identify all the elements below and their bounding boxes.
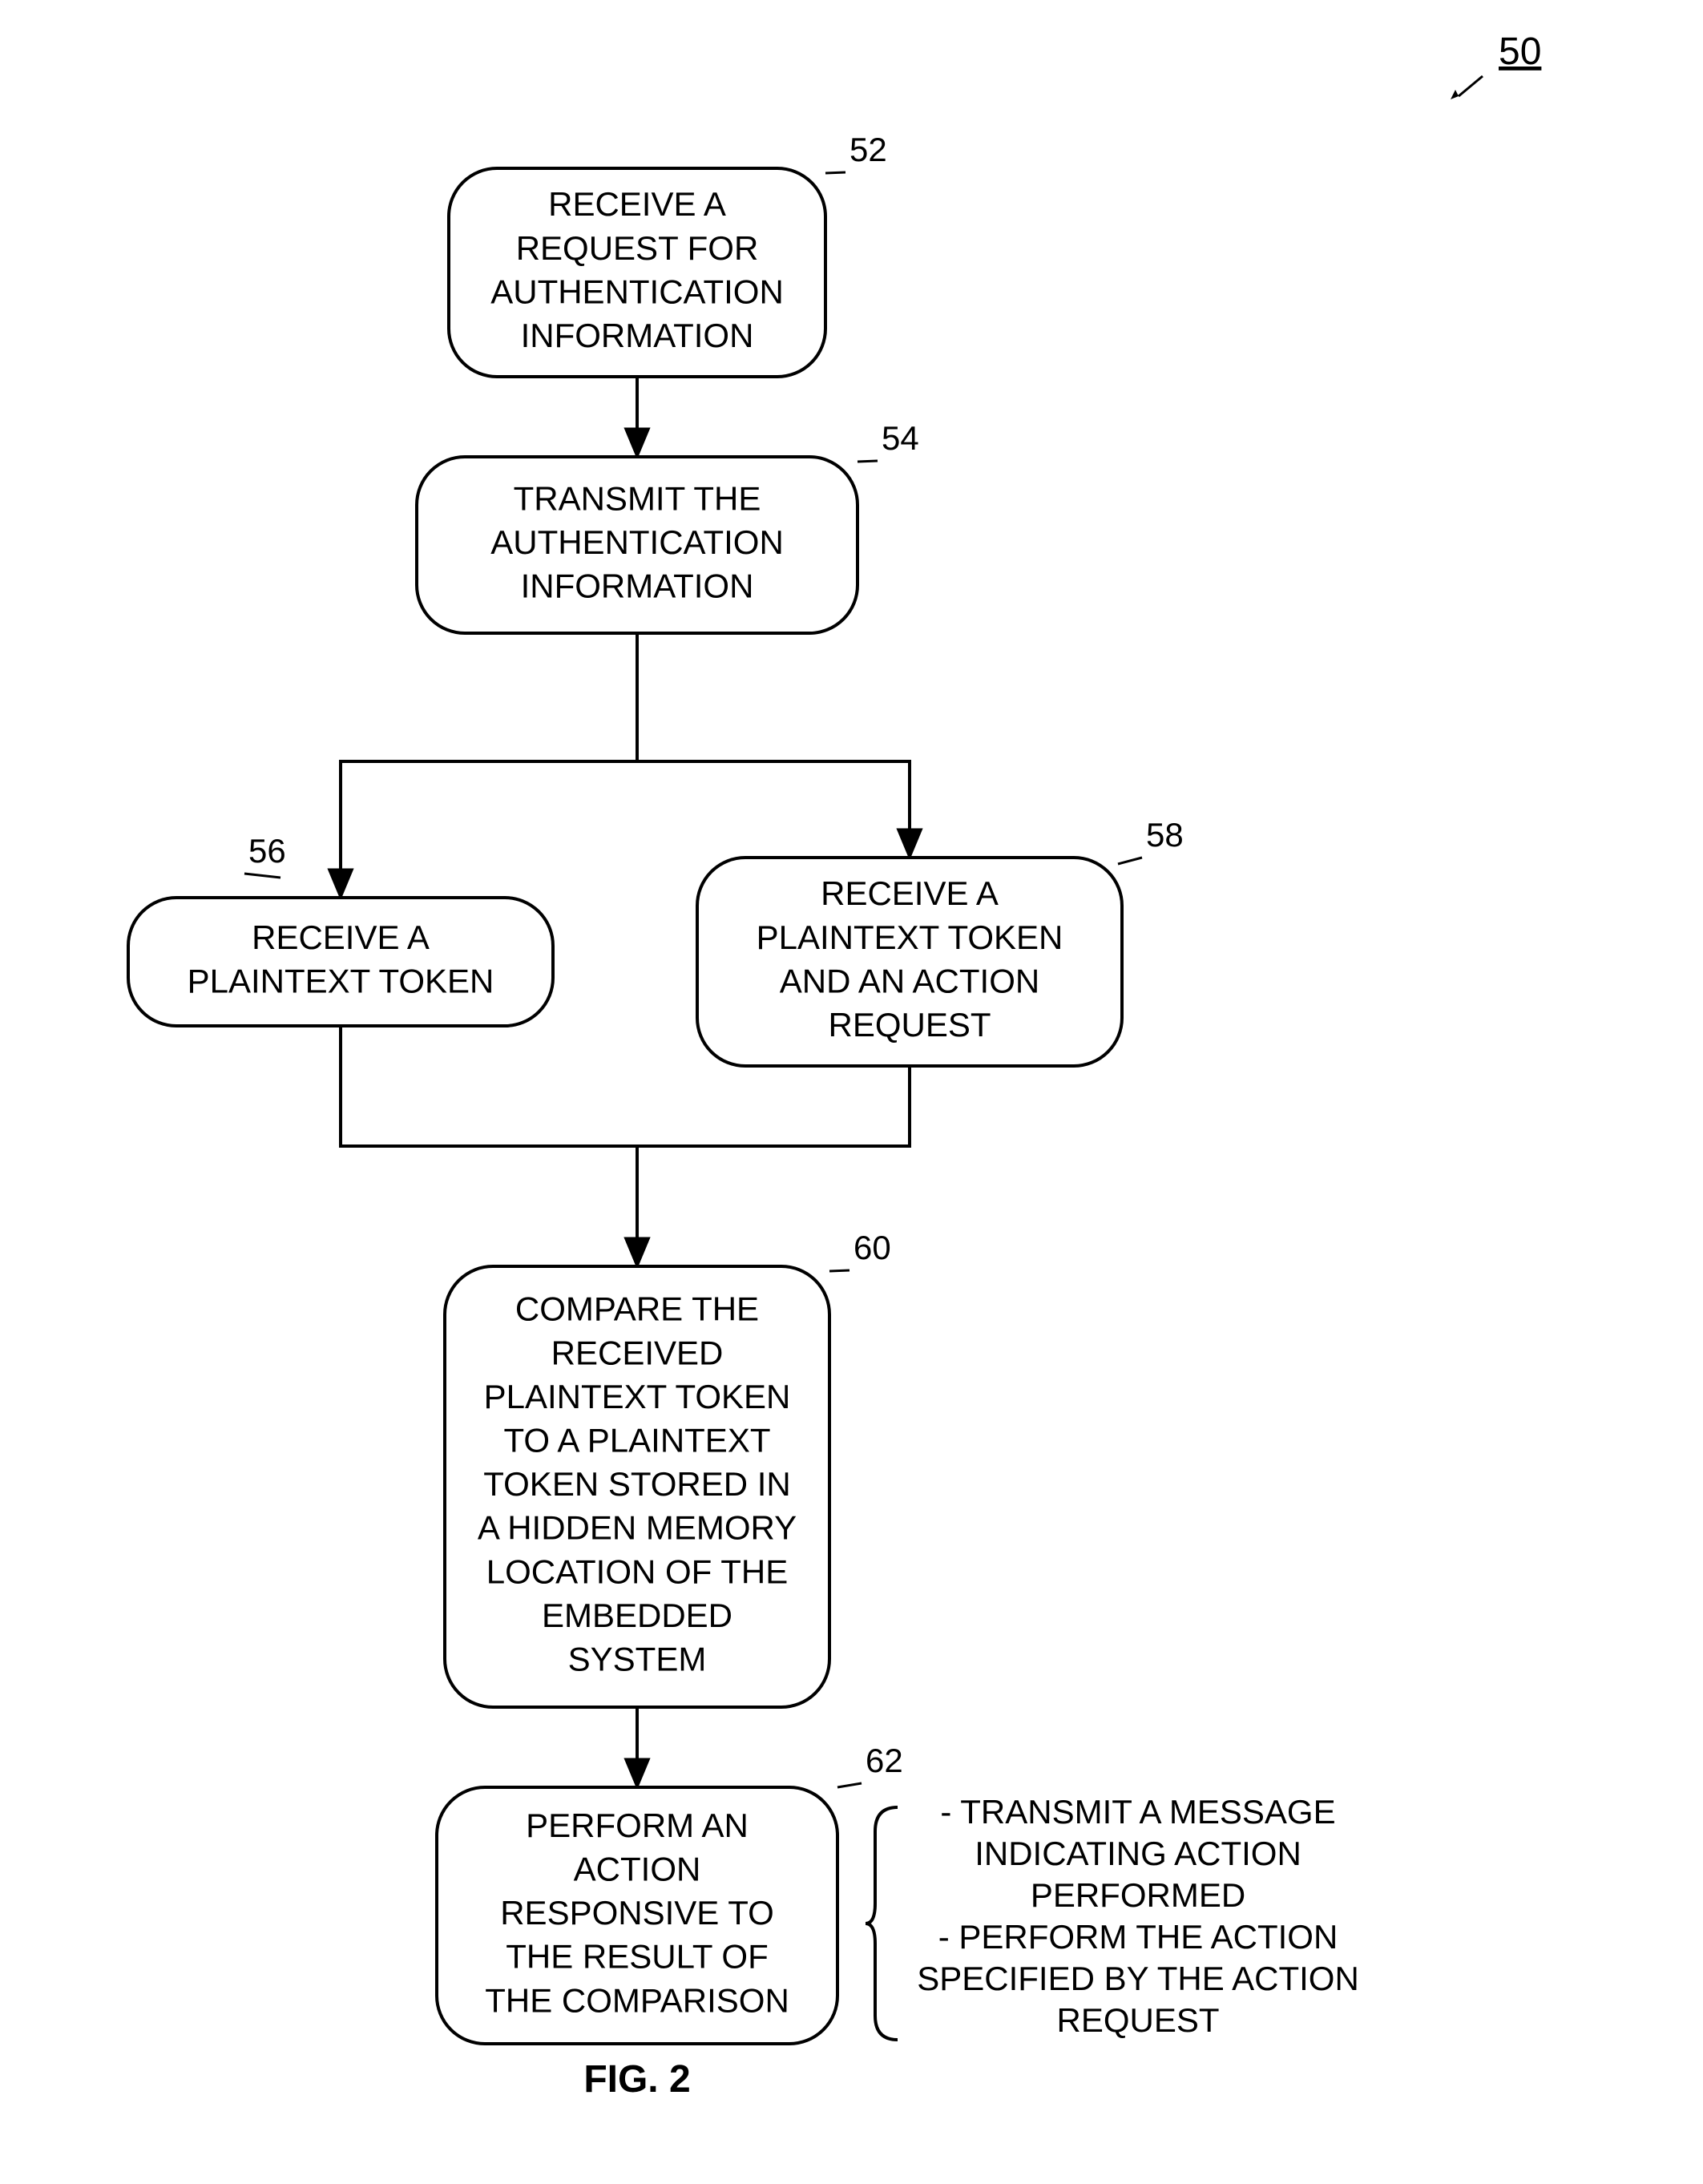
edge-n54-n56 [341, 633, 637, 898]
label-n62: 62 [866, 1742, 903, 1779]
node-n60-line0: COMPARE THE [515, 1290, 759, 1328]
side-note-brace [866, 1807, 898, 2040]
ref-tick-head [1451, 90, 1459, 99]
label-tick-n56 [244, 874, 280, 878]
node-n58-line2: AND AN ACTION [780, 962, 1039, 999]
node-n58-line3: REQUEST [828, 1006, 991, 1044]
figure-ref: 50 [1499, 30, 1541, 73]
label-tick-n54 [858, 461, 878, 462]
side-note-line0: - TRANSMIT A MESSAGE [940, 1793, 1335, 1831]
edge-n54-n58 [637, 633, 910, 858]
node-n60-line6: LOCATION OF THE [486, 1552, 788, 1590]
label-n56: 56 [248, 832, 286, 870]
label-tick-n62 [837, 1783, 862, 1787]
node-n54-line2: INFORMATION [521, 567, 754, 605]
edge-n56-n60 [341, 1026, 637, 1266]
ref-tick [1459, 76, 1483, 96]
label-tick-n60 [829, 1270, 849, 1271]
label-n52: 52 [849, 131, 887, 168]
node-n54-line1: AUTHENTICATION [490, 523, 784, 561]
side-note-line2: PERFORMED [1031, 1876, 1245, 1914]
node-n60-line7: EMBEDDED [542, 1597, 732, 1634]
node-n56-line1: PLAINTEXT TOKEN [188, 962, 494, 999]
label-n58: 58 [1146, 816, 1184, 854]
side-note-line1: INDICATING ACTION [975, 1835, 1301, 1872]
node-n58-line1: PLAINTEXT TOKEN [757, 918, 1063, 956]
node-n58-line0: RECEIVE A [821, 874, 999, 912]
node-n52-line2: AUTHENTICATION [490, 272, 784, 310]
side-note-line3: - PERFORM THE ACTION [938, 1918, 1338, 1956]
node-n60-line3: TO A PLAINTEXT [503, 1421, 770, 1459]
node-n62-line3: THE RESULT OF [506, 1938, 769, 1976]
node-n62-line1: ACTION [574, 1850, 701, 1887]
node-n60-line1: RECEIVED [551, 1334, 724, 1371]
node-n60-line5: A HIDDEN MEMORY [478, 1509, 797, 1547]
label-tick-n52 [825, 172, 845, 173]
node-n60-line2: PLAINTEXT TOKEN [484, 1378, 791, 1415]
node-n60-line8: SYSTEM [568, 1640, 707, 1677]
node-n62-line2: RESPONSIVE TO [500, 1894, 774, 1932]
figure-label: FIG. 2 [583, 2058, 690, 2101]
node-n62-line0: PERFORM AN [526, 1807, 749, 1844]
side-note-line5: REQUEST [1056, 2001, 1219, 2039]
node-n56-line0: RECEIVE A [252, 918, 430, 956]
node-n62-line4: THE COMPARISON [485, 1981, 789, 2019]
label-n54: 54 [882, 419, 919, 457]
node-n60-line4: TOKEN STORED IN [483, 1465, 791, 1503]
label-tick-n58 [1118, 858, 1142, 864]
node-n52-line3: INFORMATION [521, 317, 754, 354]
side-note-line4: SPECIFIED BY THE ACTION [917, 1960, 1359, 1997]
node-n52-line0: RECEIVE A [548, 185, 726, 223]
node-n54-line0: TRANSMIT THE [514, 479, 761, 517]
label-n60: 60 [854, 1229, 891, 1266]
node-n52-line1: REQUEST FOR [516, 229, 759, 267]
